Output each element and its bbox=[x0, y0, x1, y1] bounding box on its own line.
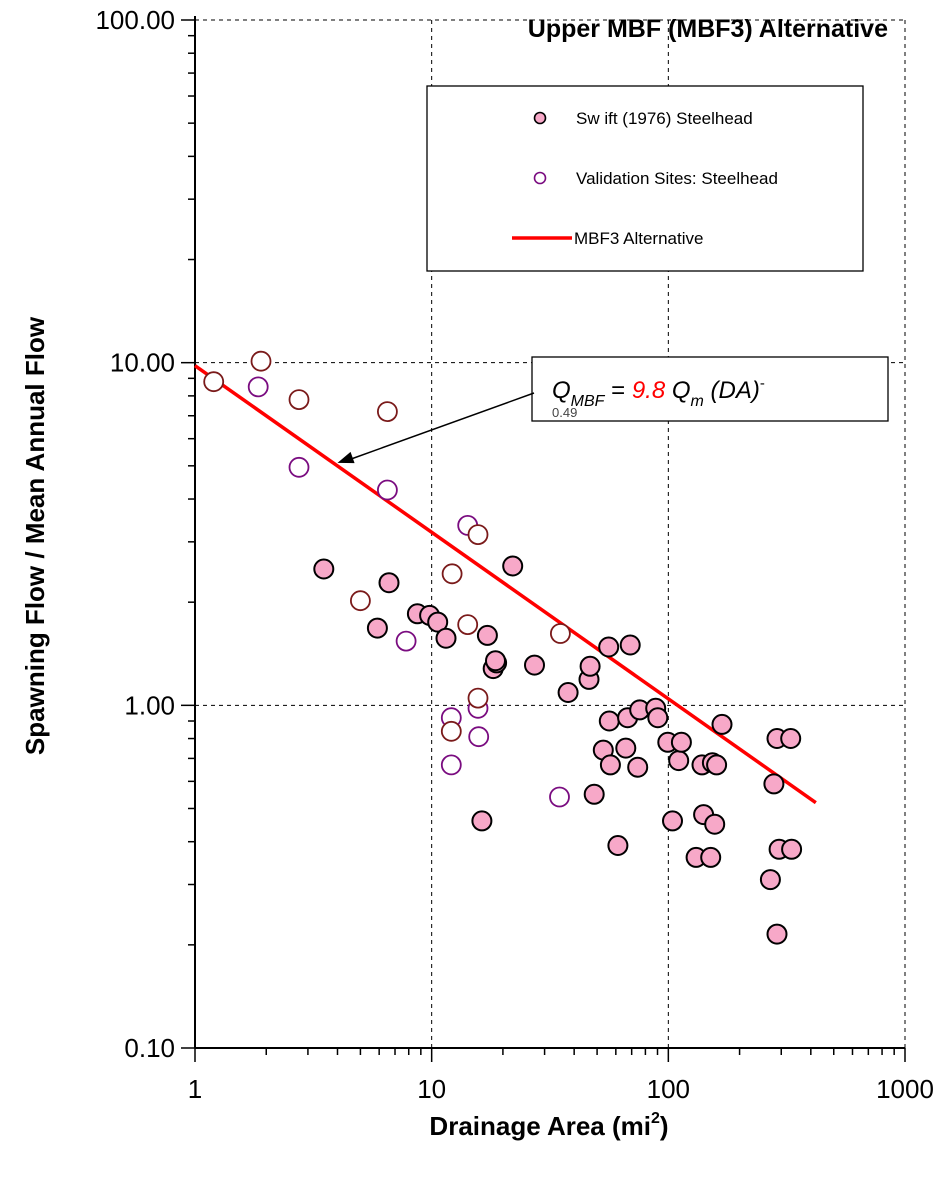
tick-labels: 0.10 1.00 10.00 100.00 1 10 100 1000 bbox=[95, 5, 933, 1104]
equation-sub-mbf: MBF bbox=[571, 393, 606, 410]
validation-data-point bbox=[468, 726, 490, 748]
validation-data-point bbox=[467, 687, 489, 709]
validation-data-point bbox=[376, 401, 398, 423]
swift-data-point bbox=[668, 750, 690, 772]
swift-data-point bbox=[471, 810, 493, 832]
y-axis-title: Spawning Flow / Mean Annual Flow bbox=[20, 316, 50, 755]
equation-text: QMBF = 9.8 Qm (DA)- bbox=[552, 375, 765, 410]
equation-coefficient: 9.8 bbox=[632, 377, 666, 404]
swift-data-point bbox=[485, 650, 506, 672]
axes bbox=[194, 16, 905, 1049]
plot-area bbox=[193, 350, 817, 945]
equation-da: (DA) bbox=[704, 377, 760, 404]
y-tick-label: 1.00 bbox=[124, 690, 175, 720]
validation-data-point bbox=[440, 754, 462, 776]
swift-data-point bbox=[781, 838, 803, 860]
legend-marker-validation bbox=[533, 171, 547, 185]
swift-data-point bbox=[647, 707, 669, 729]
swift-data-point bbox=[427, 611, 449, 633]
series-1 bbox=[247, 376, 570, 808]
equation-sub-m: m bbox=[691, 393, 704, 410]
swift-data-point bbox=[598, 710, 620, 732]
swift-data-point bbox=[766, 923, 788, 945]
swift-data-point bbox=[583, 783, 605, 805]
validation-data-point bbox=[440, 720, 462, 742]
swift-data-point bbox=[435, 627, 457, 649]
swift-data-point bbox=[670, 731, 692, 753]
x-tick-label: 1 bbox=[188, 1074, 202, 1104]
x-tick-label: 10 bbox=[417, 1074, 446, 1104]
swift-data-point bbox=[378, 572, 400, 594]
chart-title: Upper MBF (MBF3) Alternative bbox=[528, 15, 888, 43]
equation-exponent-value: 0.49 bbox=[552, 405, 577, 420]
series-0 bbox=[313, 555, 803, 945]
mbf3-line bbox=[193, 364, 817, 805]
swift-data-point bbox=[780, 728, 802, 749]
x-axis-title: Drainage Area (mi2) bbox=[429, 1110, 668, 1141]
y-tick-label: 10.00 bbox=[110, 348, 175, 378]
swift-data-point bbox=[704, 813, 726, 835]
equation-annotation: QMBF = 9.8 Qm (DA)- 0.49 bbox=[337, 356, 889, 464]
swift-data-point bbox=[615, 737, 637, 759]
validation-data-point bbox=[457, 614, 479, 635]
swift-data-point bbox=[598, 636, 620, 658]
y-tick-label: 0.10 bbox=[124, 1033, 175, 1063]
annotation-arrow bbox=[351, 392, 535, 460]
validation-data-point bbox=[349, 590, 371, 612]
validation-data-point bbox=[203, 371, 225, 393]
legend-box bbox=[426, 85, 864, 272]
x-tick-label: 100 bbox=[647, 1074, 690, 1104]
validation-data-point bbox=[250, 350, 272, 372]
y-tick-label: 100.00 bbox=[95, 5, 175, 35]
series-2 bbox=[203, 350, 571, 742]
swift-data-point bbox=[662, 810, 683, 832]
legend-label-validation: Validation Sites: Steelhead bbox=[576, 169, 778, 188]
swift-data-point bbox=[759, 869, 781, 891]
swift-data-point bbox=[627, 756, 649, 778]
swift-data-point bbox=[502, 555, 524, 577]
swift-data-point bbox=[706, 754, 728, 776]
equation-equals: = bbox=[604, 377, 631, 404]
swift-data-point bbox=[711, 713, 733, 735]
legend-marker-swift bbox=[533, 111, 547, 125]
x-axis-title-end: ) bbox=[660, 1111, 669, 1141]
equation-qm: Q bbox=[665, 377, 690, 404]
x-axis-title-superscript: 2 bbox=[651, 1110, 660, 1127]
swift-data-point bbox=[700, 846, 722, 868]
swift-data-point bbox=[763, 773, 785, 795]
validation-data-point bbox=[441, 563, 463, 585]
validation-data-point bbox=[288, 389, 310, 411]
validation-data-point bbox=[467, 524, 489, 545]
legend: Sw ift (1976) Steelhead Validation Sites… bbox=[426, 85, 864, 272]
equation-exponent-sign: - bbox=[760, 375, 765, 392]
swift-data-point bbox=[579, 655, 601, 677]
equation-box bbox=[531, 356, 889, 422]
legend-label-swift: Sw ift (1976) Steelhead bbox=[576, 109, 753, 128]
validation-data-point bbox=[549, 786, 570, 808]
swift-data-point bbox=[599, 754, 621, 776]
validation-data-point bbox=[376, 479, 398, 501]
swift-data-point bbox=[557, 682, 579, 703]
swift-data-point bbox=[476, 624, 498, 646]
annotation-arrow-head bbox=[337, 451, 355, 464]
validation-data-point bbox=[288, 456, 310, 478]
validation-data-point bbox=[395, 630, 417, 652]
validation-data-point bbox=[247, 376, 269, 398]
tick-marks bbox=[181, 19, 906, 1062]
validation-data-point bbox=[550, 623, 571, 644]
x-tick-label: 1000 bbox=[876, 1074, 934, 1104]
swift-data-point bbox=[366, 617, 388, 639]
swift-data-point bbox=[607, 835, 629, 856]
swift-data-point bbox=[524, 654, 545, 676]
swift-data-point bbox=[619, 634, 641, 656]
legend-label-mbf3: MBF3 Alternative bbox=[574, 229, 703, 248]
equation-q: Q bbox=[552, 377, 571, 404]
swift-data-point bbox=[313, 558, 335, 580]
